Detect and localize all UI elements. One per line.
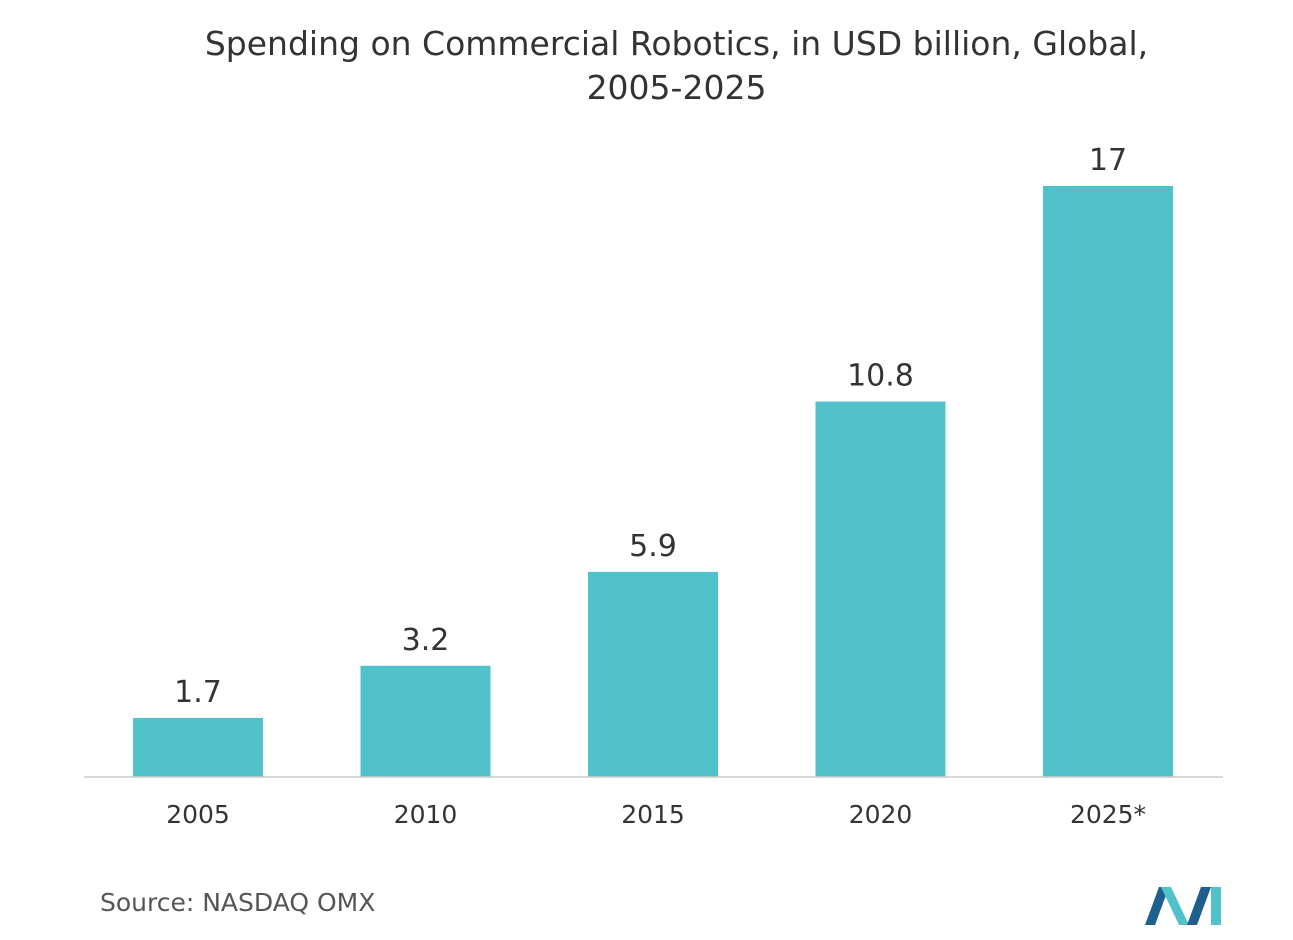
bar-value-label: 10.8: [847, 359, 914, 394]
bars-group: 1.7 2005 3.2 2010 5.9 2015 10.8 2020 17 2025*: [133, 143, 1173, 829]
x-tick-label: 2010: [394, 800, 458, 829]
logo-left-stroke: [1145, 887, 1169, 925]
source-text: Source: NASDAQ OMX: [100, 888, 376, 917]
chart-title: Spending on Commercial Robotics, in USD …: [60, 22, 1293, 110]
x-tick-label: 2025*: [1070, 800, 1146, 829]
bar-value-label: 3.2: [402, 623, 450, 658]
bar-value-label: 17: [1089, 143, 1127, 178]
logo-middle-stroke: [1161, 887, 1189, 925]
bar-value-label: 5.9: [629, 529, 677, 564]
logo-right-bar: [1211, 887, 1221, 925]
bar-2005: [133, 717, 263, 777]
bar-2025: [1043, 186, 1173, 777]
bar-value-label: 1.7: [174, 675, 222, 710]
x-tick-label: 2020: [849, 800, 913, 829]
logo-right-stroke: [1187, 887, 1211, 925]
chart-title-line-1: Spending on Commercial Robotics, in USD …: [204, 24, 1149, 63]
bar-2020: [815, 401, 946, 777]
mordor-intelligence-logo: [1145, 887, 1221, 925]
x-tick-label: 2005: [166, 800, 230, 829]
chart-title-line-2: 2005-2025: [586, 68, 767, 107]
x-tick-label: 2015: [621, 800, 685, 829]
bar-2010: [360, 665, 491, 777]
bar-2015: [588, 571, 718, 777]
